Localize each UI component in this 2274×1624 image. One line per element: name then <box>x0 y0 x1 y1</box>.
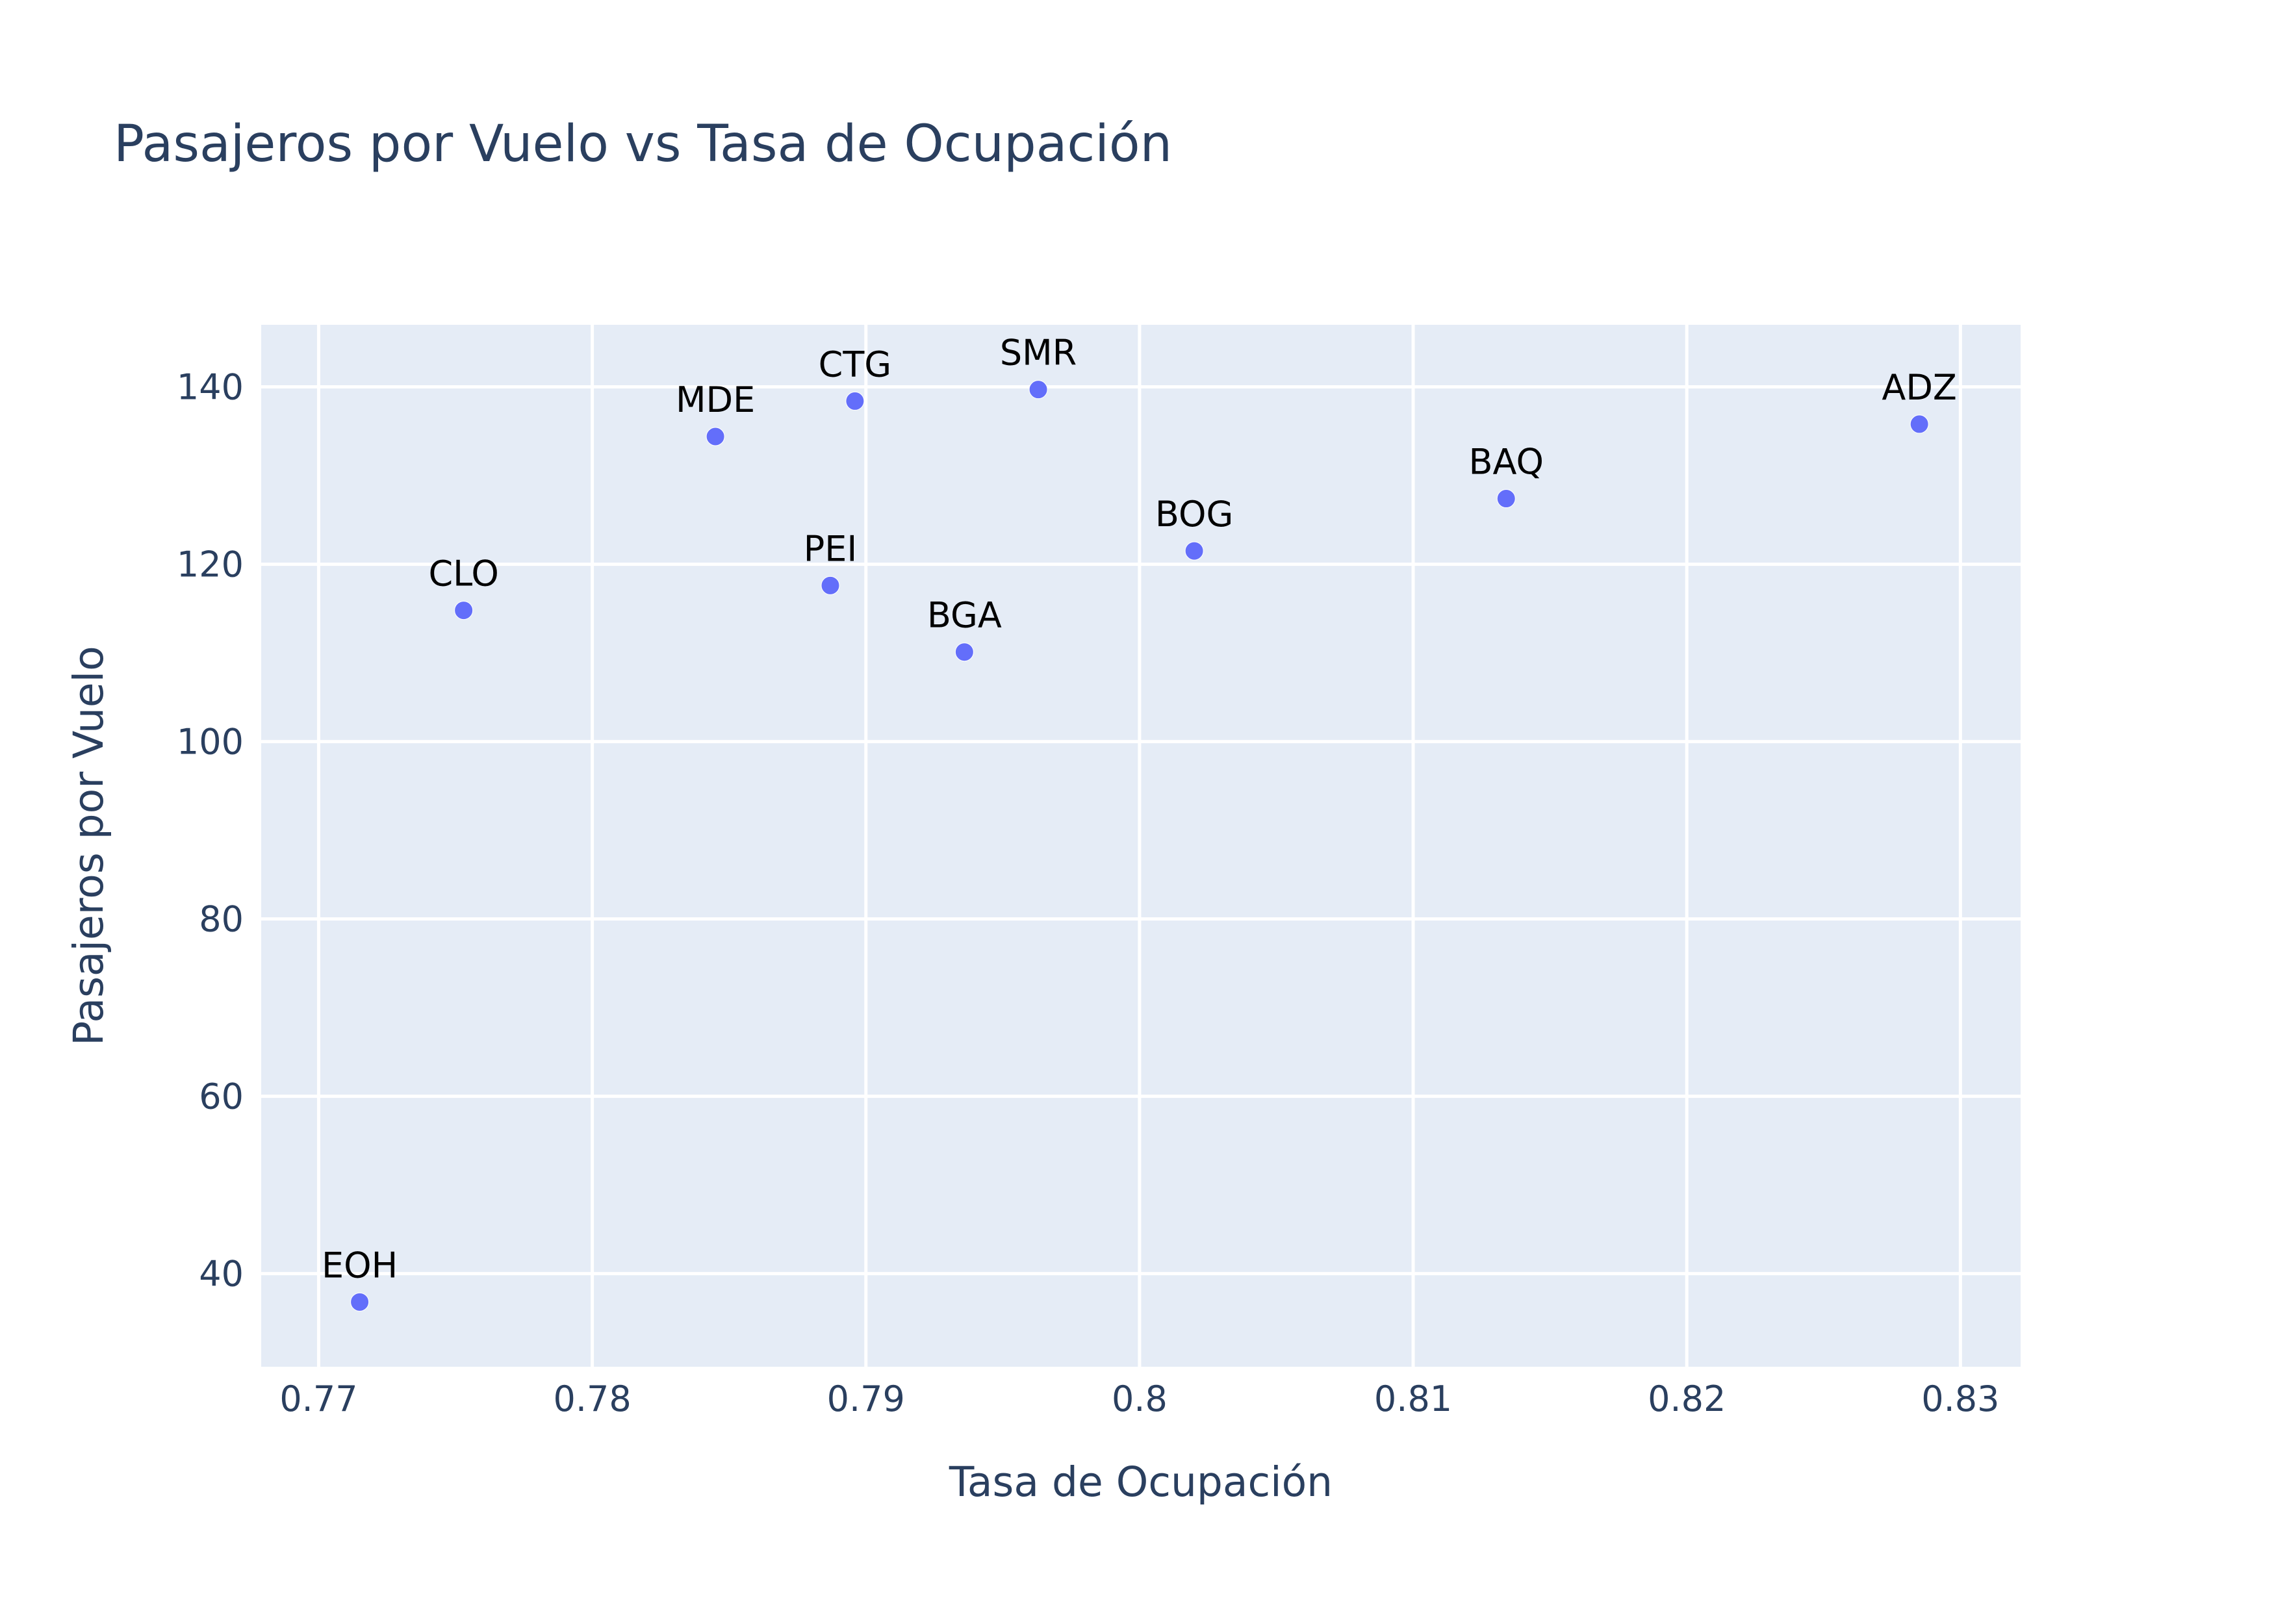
point-label-pei: PEI <box>804 528 858 569</box>
data-point-mde <box>706 427 725 446</box>
data-point-bog <box>1184 541 1204 561</box>
x-tick-label: 0.81 <box>1374 1378 1452 1419</box>
data-point-adz <box>1910 414 1929 434</box>
y-tick-label: 40 <box>199 1254 244 1295</box>
point-label-ctg: CTG <box>819 344 892 385</box>
y-tick-label: 120 <box>177 544 244 585</box>
x-axis-title: Tasa de Ocupación <box>949 1458 1333 1506</box>
y-tick-label: 100 <box>177 722 244 763</box>
point-label-clo: CLO <box>428 553 498 594</box>
grid-lines <box>261 325 2021 1367</box>
x-tick-label: 0.77 <box>279 1378 357 1419</box>
x-tick-label: 0.78 <box>553 1378 631 1419</box>
y-axis-title: Pasajeros por Vuelo <box>65 646 112 1045</box>
data-point-ctg <box>845 391 865 411</box>
point-label-eoh: EOH <box>322 1245 398 1286</box>
x-tick-label: 0.8 <box>1112 1378 1168 1419</box>
data-point-baq <box>1496 489 1516 509</box>
data-point-clo <box>454 601 474 620</box>
y-tick-label: 80 <box>199 899 244 940</box>
point-label-mde: MDE <box>676 379 755 420</box>
point-label-bga: BGA <box>927 595 1002 636</box>
data-point-pei <box>821 576 840 595</box>
point-label-baq: BAQ <box>1468 442 1544 483</box>
y-tick-label: 60 <box>199 1076 244 1117</box>
point-label-smr: SMR <box>1000 333 1077 374</box>
axis-ticks: 0.77 0.78 0.79 0.8 0.81 0.82 0.83 40 60 80 100 120 1… <box>177 367 2000 1419</box>
data-points: EOH CLO MDE PEI CTG BGA SMR BOG BAQ ADZ <box>322 333 1957 1312</box>
data-point-bga <box>954 642 974 662</box>
chart-title: Pasajeros por Vuelo vs Tasa de Ocupación <box>114 115 1172 173</box>
point-label-adz: ADZ <box>1882 367 1957 408</box>
x-tick-label: 0.82 <box>1648 1378 1726 1419</box>
data-point-smr <box>1028 380 1048 400</box>
x-tick-label: 0.79 <box>827 1378 905 1419</box>
point-label-bog: BOG <box>1155 494 1233 535</box>
data-point-eoh <box>350 1292 370 1312</box>
x-tick-label: 0.83 <box>1921 1378 1999 1419</box>
y-tick-label: 140 <box>177 367 244 408</box>
